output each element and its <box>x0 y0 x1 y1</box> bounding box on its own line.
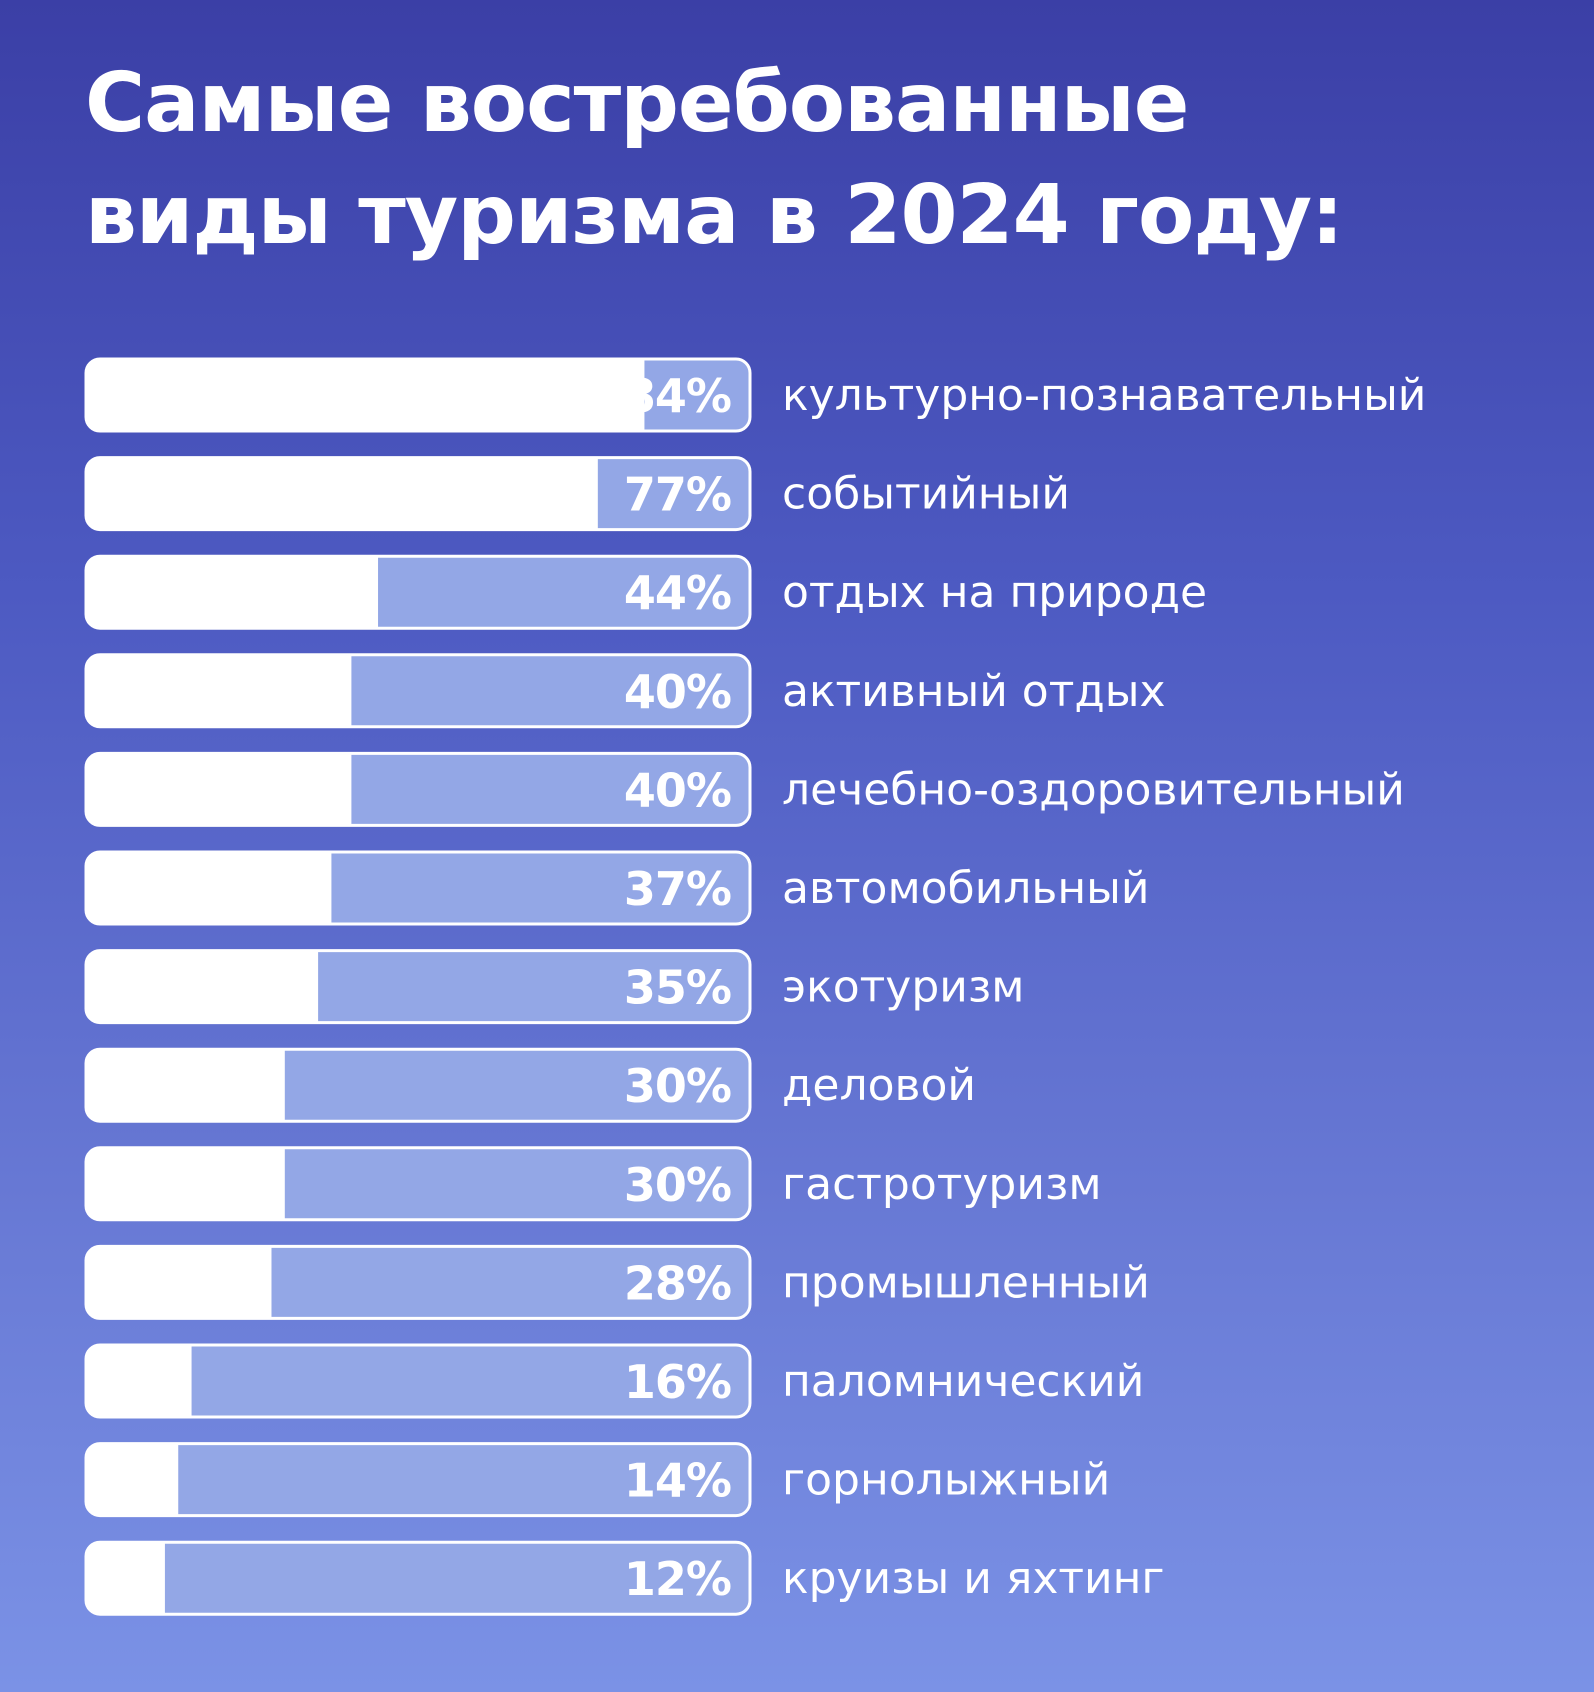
bar-row: 14% горнолыжный <box>84 1442 1110 1518</box>
bar-outline <box>84 850 752 926</box>
bar <box>85 555 379 630</box>
bar <box>85 1344 192 1418</box>
data-label: 35% <box>624 961 731 1015</box>
bar-row: 35% экотуризм <box>84 949 1024 1025</box>
bar-row: 30% деловой <box>84 1047 976 1123</box>
bar-track <box>85 1541 751 1616</box>
bar-row: 44% отдых на природе <box>84 554 1207 630</box>
data-label: 28% <box>624 1256 731 1310</box>
bar-outline <box>84 357 752 433</box>
data-label: 30% <box>624 1158 731 1212</box>
bar-row: 12% круизы и яхтинг <box>84 1540 1164 1616</box>
bar-row: 40% активный отдых <box>84 653 1166 729</box>
bar <box>85 456 598 531</box>
chart-title-line-2: виды туризма в 2024 году: <box>85 168 1344 263</box>
bar <box>85 1442 179 1517</box>
bar-row: 84% культурно-познавательный <box>84 357 1426 433</box>
bar-outline <box>84 949 752 1025</box>
bar <box>85 1146 285 1221</box>
category-label: событийный <box>782 469 1070 520</box>
category-label: круизы и яхтинг <box>782 1553 1164 1604</box>
bar <box>85 752 352 827</box>
bar-row: 40% лечебно-оздоровительный <box>84 751 1405 827</box>
category-label: активный отдых <box>782 666 1166 717</box>
data-label: 84% <box>624 369 731 423</box>
chart-title-line-1: Самые востребованные <box>85 56 1189 151</box>
bar <box>85 653 352 728</box>
category-label: деловой <box>782 1060 976 1111</box>
data-label: 40% <box>624 763 731 817</box>
data-label: 30% <box>624 1059 731 1113</box>
category-label: отдых на природе <box>782 567 1207 618</box>
category-label: промышленный <box>782 1257 1150 1308</box>
category-label: паломнический <box>782 1356 1144 1407</box>
bar-row: 37% автомобильный <box>84 850 1149 926</box>
bar-track <box>85 1442 751 1517</box>
data-label: 40% <box>624 665 731 719</box>
bar-outline <box>84 1244 752 1320</box>
data-label: 16% <box>624 1355 731 1409</box>
data-label: 77% <box>624 468 731 522</box>
category-label: экотуризм <box>782 962 1024 1013</box>
bar <box>85 358 645 432</box>
category-label: лечебно-оздоровительный <box>782 764 1405 815</box>
category-label: автомобильный <box>782 863 1149 914</box>
bar <box>85 949 319 1024</box>
category-label: культурно-познавательный <box>782 370 1426 421</box>
data-label: 14% <box>624 1454 731 1508</box>
bar <box>85 1245 272 1320</box>
bar <box>85 851 332 925</box>
bar-outline <box>84 554 752 630</box>
bar <box>85 1541 165 1616</box>
category-label: горнолыжный <box>782 1455 1110 1506</box>
bar-row: 77% событийный <box>84 456 1070 532</box>
bar-outline <box>84 751 752 827</box>
data-label: 12% <box>624 1552 731 1606</box>
bar-outline <box>84 1343 752 1419</box>
bar-outline <box>84 1540 752 1616</box>
bar-outline <box>84 653 752 729</box>
data-label: 44% <box>624 566 731 620</box>
data-label: 37% <box>624 862 731 916</box>
bar-row: 30% гастротуризм <box>84 1146 1102 1222</box>
bar-track <box>85 1344 751 1418</box>
bar-outline <box>84 1146 752 1222</box>
bar-row: 16% паломнический <box>84 1343 1144 1419</box>
category-label: гастротуризм <box>782 1159 1102 1210</box>
chart-title: Самые востребованные виды туризма в 2024… <box>85 48 1485 272</box>
bar-row: 28% промышленный <box>84 1244 1150 1320</box>
bar-outline <box>84 1442 752 1518</box>
bar-outline <box>84 1047 752 1123</box>
bar <box>85 1048 285 1123</box>
bar-outline <box>84 456 752 532</box>
